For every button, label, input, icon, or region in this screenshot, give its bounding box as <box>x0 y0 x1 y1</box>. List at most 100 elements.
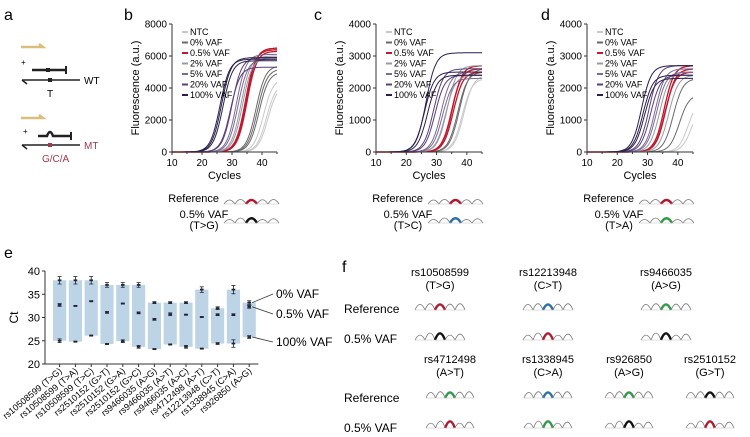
mt-base-label: G/C/A <box>42 154 70 165</box>
mean-marker <box>247 305 251 308</box>
legend-label: 0.5% VAF <box>605 48 645 58</box>
legend-label: 0.5% VAF <box>190 48 230 58</box>
ct-range-bar <box>195 289 209 349</box>
f-var-chromatogram-peak <box>562 421 573 429</box>
chromatogram-substitution: (T>G) <box>189 220 218 232</box>
legend-label: 0% VAF <box>605 38 638 48</box>
f-ref-chromatogram-highlight-peak <box>542 391 554 399</box>
f-ref-chromatogram-peak <box>444 303 456 311</box>
f-var-chromatogram-peak <box>435 420 446 429</box>
f-var-chromatogram-peak <box>444 334 456 341</box>
f-var-chromatogram-peak <box>670 334 682 341</box>
mean-marker <box>215 307 220 310</box>
mean-marker <box>247 301 251 304</box>
mean-marker <box>136 345 141 348</box>
y-tick-label: 3000 <box>349 52 372 63</box>
snp-rs10508599: rs10508599(T>G) <box>411 267 469 341</box>
ref-chromatogram-peak <box>256 199 269 205</box>
f-ref-chromatogram-peak <box>523 392 534 399</box>
annotation-100-vaf: 100% VAF <box>276 335 332 349</box>
x-tick-label: 40 <box>256 158 268 169</box>
wt-template-site <box>48 78 52 82</box>
mean-marker <box>200 347 204 350</box>
var-chromatogram-peak <box>638 219 651 224</box>
y-tick-label: 2000 <box>349 84 372 95</box>
snp-id: rs1338945 <box>522 354 574 366</box>
ct-range-bar <box>100 284 114 345</box>
snp-rs9466035: rs9466035(A>G) <box>640 267 692 341</box>
x-axis-title: Cycles <box>412 170 446 182</box>
x-tick-label: 30 <box>642 158 654 169</box>
legend-label: 5% VAF <box>394 69 427 79</box>
y-tick-label: 4000 <box>349 20 372 31</box>
ct-bar-chart: rs10508599 (T>G)rs10508599 (T>A)rs105085… <box>1 266 333 421</box>
ct-range-bar <box>68 280 82 342</box>
x-tick-label: 20 <box>401 158 413 169</box>
mean-marker <box>152 318 157 321</box>
f-var-chromatogram-peak <box>724 421 735 429</box>
f-ref-chromatogram-peak <box>552 303 564 311</box>
y-tick-label: 40 <box>28 266 40 278</box>
f-ref-label-row1: Reference <box>344 302 400 316</box>
f-var-label-row1: 0.5% VAF <box>344 332 397 346</box>
var-chromatogram-peak <box>471 218 484 224</box>
f-var-chromatogram-highlight-peak <box>623 420 635 429</box>
f-var-chromatogram-highlight-peak <box>704 420 716 429</box>
snp-rs1338945: rs1338945(C>A) <box>522 354 574 429</box>
ref-chromatogram-peak <box>234 199 247 205</box>
f-ref-chromatogram-peak <box>562 303 574 311</box>
f-var-chromatogram-peak <box>533 420 544 429</box>
f-var-chromatogram-peak <box>552 422 563 429</box>
legend-label: 0% VAF <box>394 38 427 48</box>
legend-label: 2% VAF <box>605 59 638 69</box>
var-chromatogram-peak <box>682 218 695 224</box>
snp-id: rs2510152 <box>684 354 736 366</box>
ref-chromatogram-peak <box>460 199 473 205</box>
f-var-chromatogram-peak <box>454 333 466 341</box>
mean-marker <box>57 304 62 306</box>
ref-chromatogram-highlight-peak <box>449 198 462 205</box>
y-tick-label: 2000 <box>560 84 583 95</box>
f-var-chromatogram-peak <box>464 421 475 429</box>
var-chromatogram-highlight-peak <box>244 217 259 224</box>
ref-chromatogram-peak <box>223 199 236 205</box>
wt-label: WT <box>84 76 100 87</box>
y-tick-label: 1000 <box>560 116 583 127</box>
snp-rs4712498: rs4712498(A>T) <box>424 354 476 429</box>
f-ref-label-row2: Reference <box>344 391 400 405</box>
mean-marker <box>73 304 78 307</box>
x-axis-title: Cycles <box>208 170 242 182</box>
mean-marker <box>57 279 62 282</box>
y-tick-label: 1000 <box>349 116 372 127</box>
snp-id: rs926850 <box>606 354 652 366</box>
legend-label: NTC <box>190 27 209 37</box>
legend-label: 20% VAF <box>605 80 643 90</box>
mean-marker <box>184 313 188 316</box>
f-var-chromatogram-peak <box>695 420 706 429</box>
mean-marker <box>168 301 172 304</box>
panel-label-e: e <box>4 245 13 262</box>
f-var-chromatogram-peak <box>714 422 725 429</box>
panel-label-d: d <box>541 7 550 24</box>
snp-id: rs9466035 <box>640 267 692 279</box>
panel-label-b: b <box>124 7 133 24</box>
chromatogram-var-label: 0.5% VAF <box>180 209 229 221</box>
mt-primer-arrow <box>21 114 47 120</box>
var-chromatogram-peak <box>649 217 662 224</box>
f-ref-chromatogram-peak <box>680 303 692 311</box>
annotation-0-5-vaf: 0.5% VAF <box>276 307 329 321</box>
legend-label: 20% VAF <box>394 80 432 90</box>
mean-marker <box>231 313 236 316</box>
f-var-chromatogram-peak <box>532 332 544 341</box>
f-var-chromatogram-peak <box>522 334 534 341</box>
var-chromatogram-peak <box>234 217 247 224</box>
annotation-100-vaf-leader <box>252 336 274 343</box>
ref-chromatogram-peak <box>649 199 662 205</box>
snp-id: rs4712498 <box>424 354 476 366</box>
f-ref-chromatogram-peak <box>670 303 682 311</box>
annotation-0-5-vaf-leader <box>252 306 274 315</box>
annotation-0-vaf: 0% VAF <box>276 287 319 301</box>
panel-label-c: c <box>314 7 322 24</box>
chromatogram-var-label: 0.5% VAF <box>384 209 433 221</box>
var-chromatogram-peak <box>256 219 269 224</box>
